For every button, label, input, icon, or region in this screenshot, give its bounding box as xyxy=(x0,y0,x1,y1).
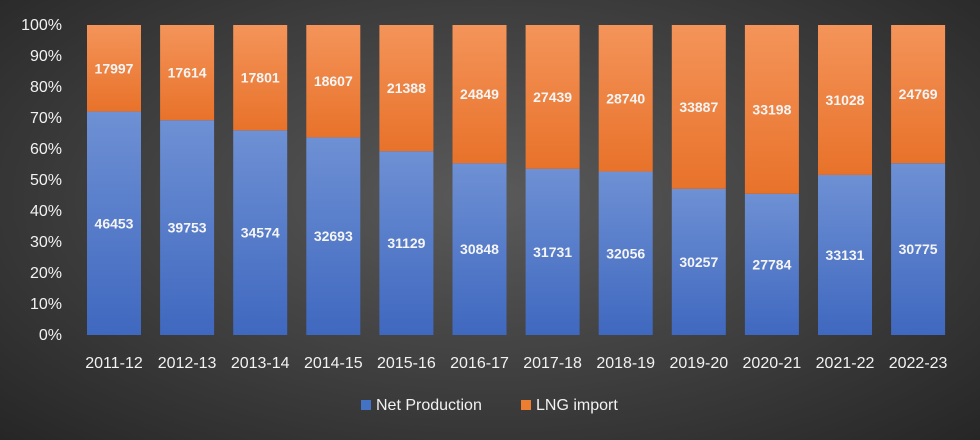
x-axis: 2011-12 2012-13 2013-14 2014-15 2015-16 2016-… xyxy=(85,355,947,372)
bar-lng-import xyxy=(452,25,507,164)
x-category-label: 2018-19 xyxy=(596,355,655,372)
data-label-net-production: 32693 xyxy=(314,228,353,244)
bar-net-production xyxy=(87,111,141,335)
data-label-net-production: 31731 xyxy=(533,244,572,260)
data-label-net-production: 39753 xyxy=(168,220,207,236)
data-label-lng-import: 33198 xyxy=(752,101,791,117)
bar-net-production xyxy=(818,174,872,335)
data-label-net-production: 46453 xyxy=(95,215,134,231)
data-label-net-production: 30848 xyxy=(460,241,499,257)
data-label-lng-import: 18607 xyxy=(314,73,353,89)
x-category-label: 2012-13 xyxy=(158,355,217,372)
x-category-label: 2016-17 xyxy=(450,355,509,372)
y-tick-label: 50% xyxy=(30,172,62,189)
data-label-lng-import: 17997 xyxy=(95,60,134,76)
bar-lng-import xyxy=(744,25,799,194)
y-tick-label: 100% xyxy=(21,17,62,34)
data-label-lng-import: 17801 xyxy=(241,70,280,86)
y-tick-label: 20% xyxy=(30,265,62,282)
data-label-net-production: 33131 xyxy=(826,247,865,263)
bar-net-production xyxy=(233,130,288,335)
bars-group: 46453 17997 39753 17614 34574 17801 32693 18607… xyxy=(87,25,946,336)
x-category-label: 2021-22 xyxy=(816,355,875,372)
data-label-lng-import: 24769 xyxy=(899,86,938,102)
x-category-label: 2014-15 xyxy=(304,355,363,372)
y-tick-label: 70% xyxy=(30,110,62,127)
data-label-lng-import: 31028 xyxy=(826,92,865,108)
data-label-lng-import: 33887 xyxy=(679,99,718,115)
bar-lng-import xyxy=(818,25,872,175)
y-tick-label: 30% xyxy=(30,234,62,251)
bar-lng-import xyxy=(525,25,580,169)
data-label-net-production: 27784 xyxy=(752,256,791,272)
legend-label-net-production: Net Production xyxy=(376,397,482,414)
bar-net-production xyxy=(306,137,361,335)
legend: Net Production LNG import xyxy=(361,397,618,414)
y-tick-label: 0% xyxy=(39,327,62,344)
data-label-net-production: 34574 xyxy=(241,225,280,241)
y-axis: 0% 10% 20% 30% 40% 50% 60% 70% 80% 90% 100% xyxy=(21,17,62,344)
data-label-net-production: 31129 xyxy=(387,235,425,251)
bar-lng-import xyxy=(233,25,288,131)
bar-lng-import xyxy=(87,25,141,112)
bar-net-production xyxy=(744,193,799,335)
data-label-net-production: 30257 xyxy=(679,254,718,270)
legend-swatch-lng-import xyxy=(521,400,531,410)
x-category-label: 2015-16 xyxy=(377,355,436,372)
y-tick-label: 80% xyxy=(30,79,62,96)
bar-net-production xyxy=(525,168,580,335)
bar-lng-import xyxy=(891,25,946,164)
bar-lng-import xyxy=(598,25,653,172)
bar-lng-import xyxy=(379,25,434,152)
y-tick-label: 60% xyxy=(30,141,62,158)
bar-net-production xyxy=(379,151,434,335)
data-label-lng-import: 27439 xyxy=(533,89,572,105)
x-category-label: 2022-23 xyxy=(889,355,948,372)
data-label-lng-import: 28740 xyxy=(606,90,645,106)
y-tick-label: 90% xyxy=(30,48,62,65)
bar-lng-import xyxy=(306,25,361,138)
data-label-net-production: 30775 xyxy=(899,241,938,257)
bar-net-production xyxy=(452,163,507,335)
bar-net-production xyxy=(891,163,946,335)
x-category-label: 2011-12 xyxy=(85,355,143,372)
x-category-label: 2019-20 xyxy=(669,355,728,372)
data-label-lng-import: 24849 xyxy=(460,86,499,102)
legend-label-lng-import: LNG import xyxy=(536,397,618,414)
data-label-net-production: 32056 xyxy=(606,245,645,261)
bar-net-production xyxy=(671,188,726,335)
data-label-lng-import: 21388 xyxy=(387,80,426,96)
x-category-label: 2020-21 xyxy=(743,355,802,372)
bar-lng-import xyxy=(671,25,726,189)
x-category-label: 2013-14 xyxy=(231,355,290,372)
data-label-lng-import: 17614 xyxy=(168,65,207,81)
bar-lng-import xyxy=(160,25,215,121)
x-category-label: 2017-18 xyxy=(523,355,582,372)
y-tick-label: 10% xyxy=(30,296,62,313)
legend-swatch-net-production xyxy=(361,400,371,410)
bar-net-production xyxy=(160,120,215,336)
bar-net-production xyxy=(598,171,653,335)
y-tick-label: 40% xyxy=(30,203,62,220)
